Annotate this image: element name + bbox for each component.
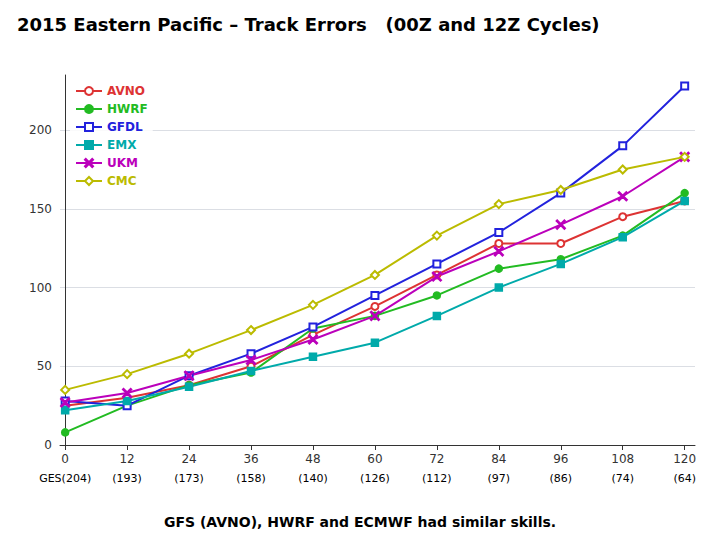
svg-text:120: 120 [673, 452, 696, 466]
svg-text:(97): (97) [488, 472, 511, 485]
svg-text:HWRF: HWRF [107, 102, 148, 116]
svg-text:72: 72 [429, 452, 444, 466]
svg-text:(64): (64) [673, 472, 696, 485]
svg-text:2015 Eastern Pacific – Track E: 2015 Eastern Pacific – Track Errors (00Z… [17, 14, 600, 35]
svg-text:50: 50 [37, 359, 52, 373]
svg-text:CMC: CMC [107, 174, 137, 188]
svg-text:GES(204): GES(204) [39, 472, 91, 485]
svg-text:(140): (140) [298, 472, 328, 485]
svg-text:(74): (74) [611, 472, 634, 485]
svg-text:GFDL: GFDL [107, 120, 143, 134]
svg-text:60: 60 [367, 452, 382, 466]
svg-text:100: 100 [29, 281, 52, 295]
svg-text:24: 24 [181, 452, 196, 466]
svg-text:0: 0 [44, 438, 52, 452]
svg-text:(126): (126) [360, 472, 390, 485]
svg-text:36: 36 [243, 452, 258, 466]
svg-text:UKM: UKM [107, 156, 138, 170]
svg-text:EMX: EMX [107, 138, 137, 152]
svg-text:48: 48 [305, 452, 320, 466]
svg-text:(112): (112) [422, 472, 452, 485]
svg-text:150: 150 [29, 202, 52, 216]
svg-text:GFS (AVNO), HWRF and ECMWF had: GFS (AVNO), HWRF and ECMWF had similar s… [164, 514, 556, 530]
svg-text:(173): (173) [174, 472, 204, 485]
svg-text:200: 200 [29, 123, 52, 137]
svg-text:(158): (158) [236, 472, 266, 485]
svg-text:(86): (86) [549, 472, 572, 485]
svg-text:12: 12 [119, 452, 134, 466]
svg-text:AVNO: AVNO [107, 84, 145, 98]
svg-text:0: 0 [61, 452, 69, 466]
svg-text:96: 96 [553, 452, 568, 466]
svg-text:108: 108 [611, 452, 634, 466]
svg-text:84: 84 [491, 452, 506, 466]
svg-text:(193): (193) [112, 472, 142, 485]
